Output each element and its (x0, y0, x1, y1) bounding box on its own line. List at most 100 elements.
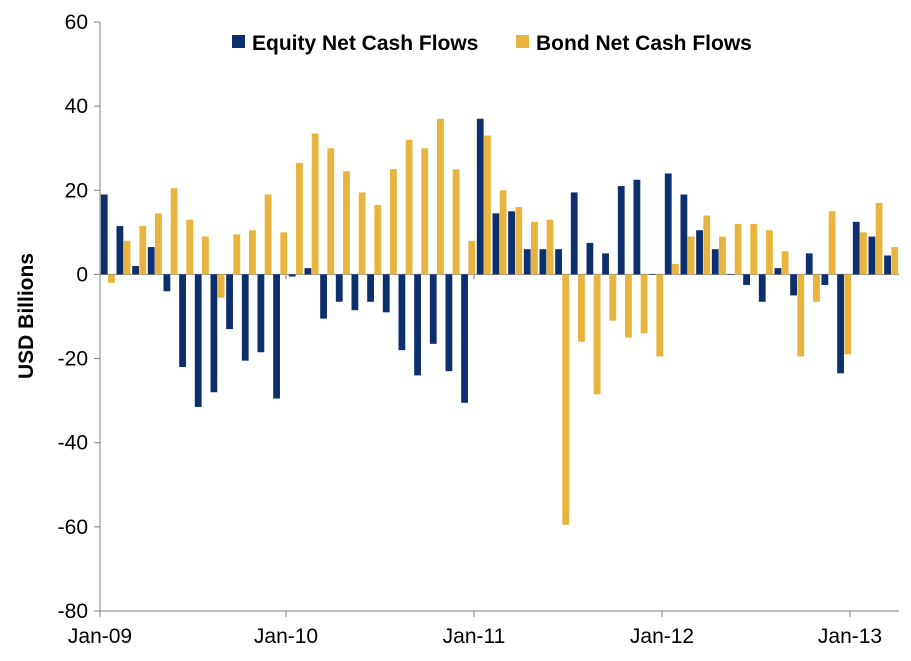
bond-bar (108, 274, 115, 283)
x-tick-label: Jan-11 (443, 625, 506, 648)
equity-bar (257, 274, 265, 353)
bond-bar (813, 274, 820, 302)
x-tick-label: Jan-09 (68, 625, 132, 648)
bond-bar (484, 135, 491, 275)
equity-bar (508, 211, 515, 275)
bond-bar (264, 194, 272, 275)
equity-bar (523, 249, 531, 275)
equity-bar (116, 226, 124, 275)
y-tick-label: -20 (58, 348, 88, 371)
equity-bar (288, 274, 296, 277)
bond-bar (625, 274, 632, 338)
y-tick-label: 60 (65, 11, 88, 34)
equity-bar (727, 274, 735, 275)
equity-bar (132, 266, 139, 275)
bond-bar (703, 215, 711, 275)
bond-bar (687, 236, 695, 275)
bond-bar (860, 232, 867, 275)
bond-bar (672, 263, 679, 275)
equity-bar (241, 274, 249, 361)
bond-bar (875, 202, 883, 275)
x-tick-label: Jan-13 (818, 625, 882, 648)
legend-label-bond: Bond Net Cash Flows (536, 32, 752, 55)
bond-bar (296, 162, 303, 275)
bond-bar (781, 251, 789, 275)
equity-bar (147, 247, 155, 275)
bond-bar (578, 274, 585, 342)
equity-bar (821, 274, 829, 285)
bond-bar (562, 274, 570, 525)
bond-bar (233, 234, 241, 275)
y-tick-label: -40 (58, 432, 88, 455)
y-axis: -80 -60 -40 -20 0 20 40 60 (58, 11, 101, 623)
equity-bar (555, 249, 562, 275)
equity-bar (617, 186, 625, 275)
bond-bar (217, 274, 225, 298)
x-tick-label: Jan-12 (630, 625, 694, 648)
bond-bar (766, 230, 773, 275)
equity-bar (335, 274, 343, 302)
bond-bar (437, 118, 444, 275)
legend-swatch-bond (516, 35, 529, 48)
bond-bar (186, 219, 194, 275)
equity-bar (414, 274, 421, 376)
equity-bar (100, 194, 108, 275)
legend-swatch-equity (232, 35, 245, 48)
bond-bar (123, 240, 131, 275)
bond-bar (719, 236, 726, 275)
y-tick-label: 40 (65, 95, 88, 118)
bond-bar (405, 139, 413, 275)
equity-bar (602, 253, 609, 275)
equity-bar (539, 249, 547, 275)
equity-bar (429, 274, 437, 344)
equity-bar (790, 274, 797, 296)
bond-bar (797, 274, 805, 357)
bond-bar (311, 133, 319, 275)
equity-bar (884, 255, 891, 275)
bond-bar (750, 223, 758, 275)
equity-bar (382, 274, 390, 313)
equity-bar (304, 268, 312, 275)
equity-bar (351, 274, 359, 311)
bond-bar (891, 247, 899, 275)
equity-bar (194, 274, 202, 407)
equity-bar (633, 179, 641, 275)
bond-bar (499, 190, 507, 275)
legend: Equity Net Cash Flows Bond Net Cash Flow… (232, 32, 752, 55)
bond-bar (546, 219, 554, 275)
y-axis-title: USD Billions (15, 253, 38, 379)
bond-bar (280, 232, 288, 275)
bond-bar (844, 274, 852, 355)
y-tick-label: 20 (65, 179, 88, 202)
y-tick-label: -60 (58, 516, 88, 539)
bond-bar (390, 169, 397, 275)
bond-bar (202, 236, 209, 275)
equity-bar (852, 221, 860, 275)
equity-bar (586, 242, 594, 275)
equity-bar (805, 253, 813, 275)
bond-bar (468, 240, 476, 275)
equity-bar (179, 274, 186, 367)
equity-bar (774, 268, 782, 275)
bond-bar (374, 205, 382, 275)
equity-bar (320, 274, 327, 319)
bond-bar (656, 274, 664, 357)
equity-bar (492, 213, 500, 275)
bond-bar (170, 188, 178, 275)
equity-bar (743, 274, 750, 285)
equity-bar (398, 274, 406, 351)
equity-bar (476, 118, 484, 275)
bond-bar (531, 221, 538, 275)
equity-bar (680, 194, 688, 275)
bond-bar (343, 171, 350, 275)
bond-bar (327, 148, 335, 275)
equity-bar (163, 274, 171, 292)
bond-bar (828, 211, 836, 275)
equity-bar (837, 274, 844, 374)
x-axis: Jan-09 Jan-10 Jan-11 Jan-12 Jan-13 (68, 273, 899, 648)
bond-bar (452, 169, 460, 275)
equity-bar (367, 274, 374, 302)
equity-bar (868, 236, 876, 275)
equity-bar (461, 274, 468, 403)
bond-bar (421, 148, 429, 275)
